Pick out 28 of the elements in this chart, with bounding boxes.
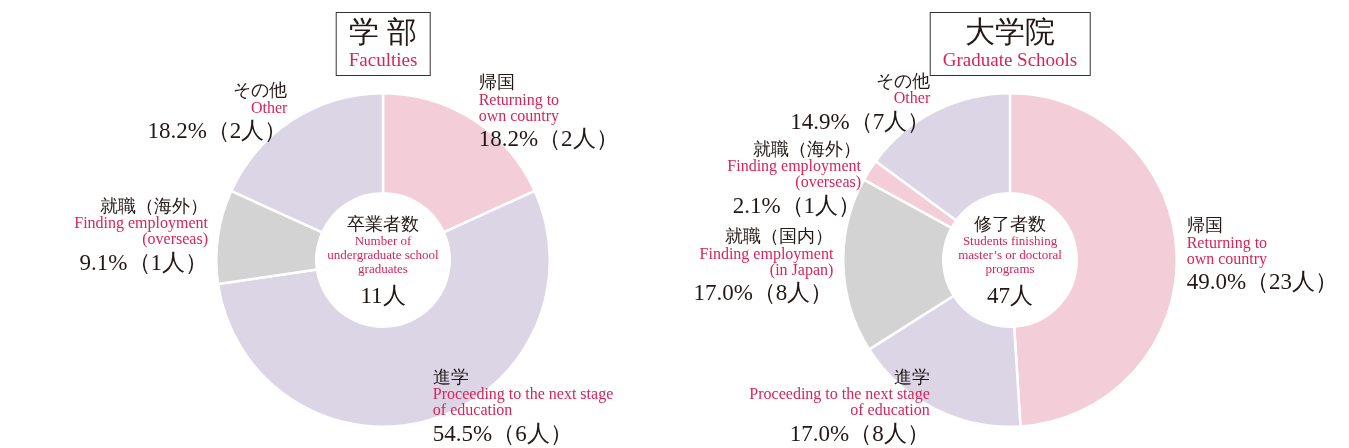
slice-label: 就職（海外） Finding employment (overseas) xyxy=(727,139,862,192)
slice-label: 進学 Proceeding to the next stage of education xyxy=(749,366,930,419)
chart-subtitle: Faculties xyxy=(348,49,418,71)
slice-label: 帰国 Returning to own country xyxy=(1186,215,1268,268)
slice-label: 進学 Proceeding to the next stage of education xyxy=(432,366,614,419)
text: 卒業者数 xyxy=(347,213,419,234)
data-label: 49.0%（23人） xyxy=(1186,269,1339,294)
chart-subtitle: Graduate Schools xyxy=(942,49,1078,71)
chart-title: 大学院 xyxy=(964,15,1056,49)
data-label: 54.5%（6人） xyxy=(432,420,573,446)
text: Students finishing master’s or doctoral programs xyxy=(958,232,1063,276)
data-label: 18.2%（2人） xyxy=(147,117,288,143)
data-label: 2.1%（1人） xyxy=(732,192,862,218)
data-label: 17.0%（8人） xyxy=(789,420,930,446)
data-label: 18.2%（2人） xyxy=(478,125,619,151)
chart-title: 学 部 xyxy=(348,15,418,49)
text: 修了者数 xyxy=(974,213,1046,234)
slice-label: 就職（海外） Finding employment (overseas) xyxy=(74,195,209,249)
slice-label: その他 Other xyxy=(233,80,289,116)
data-label: 14.9%（7人） xyxy=(790,108,931,134)
data-label: 17.0%（8人） xyxy=(693,280,834,306)
text: 11人 xyxy=(360,282,406,308)
slice-label: 就職（国内） Finding employment (in Japan) xyxy=(699,226,834,279)
data-label: 9.1%（1人） xyxy=(79,249,209,275)
text: 47人 xyxy=(987,282,1033,308)
slice-label: その他 Other xyxy=(876,71,931,107)
slice-label: 帰国 Returning to own country xyxy=(478,72,560,125)
text: Number of undergraduate school graduates xyxy=(327,232,440,276)
